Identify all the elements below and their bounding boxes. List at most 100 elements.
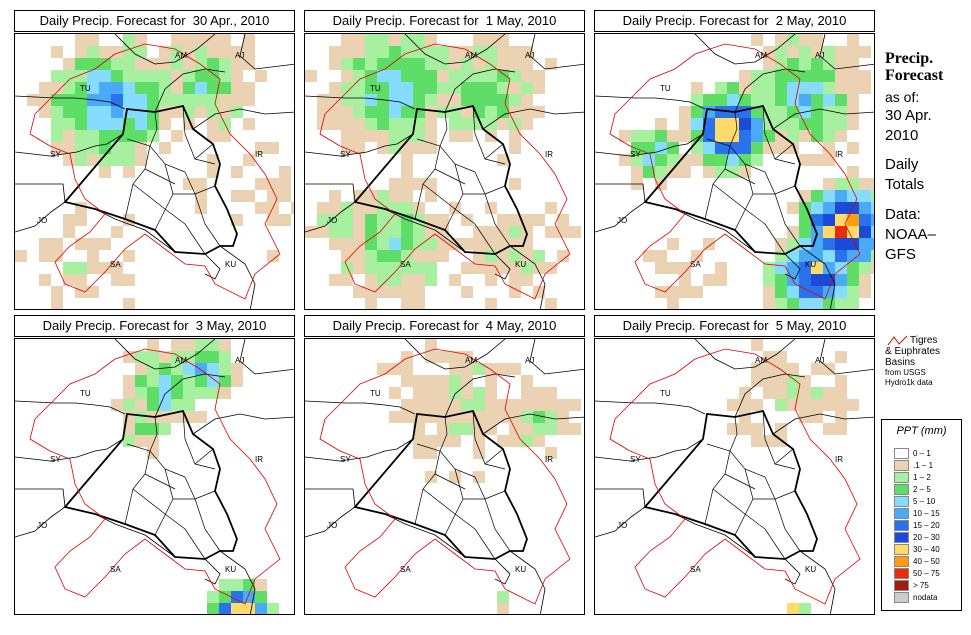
legend-item: 40 – 50 [894, 555, 940, 567]
basin-line5: Hydro1k data [885, 378, 933, 387]
province-border [194, 463, 216, 470]
province-border [149, 416, 158, 452]
country-label: JO [37, 521, 47, 530]
data-source-model: GFS [885, 246, 916, 263]
province-border [753, 490, 796, 500]
province-border [762, 105, 794, 160]
iraq-border [63, 104, 238, 255]
country-label: TU [660, 84, 671, 93]
province-border [416, 443, 476, 478]
basin-line3: Basins [885, 357, 916, 368]
country-border [239, 339, 294, 375]
country-label: JO [617, 521, 627, 530]
country-border [305, 183, 356, 203]
country-border [114, 339, 216, 370]
basin-outline [609, 348, 861, 605]
legend-label: 40 – 50 [913, 556, 940, 566]
country-border [305, 438, 414, 462]
country-border [529, 339, 584, 375]
legend-title: PPT (mm) [896, 425, 947, 437]
legend-label: 50 – 75 [913, 568, 940, 578]
province-border [434, 168, 466, 185]
country-label: KU [805, 565, 816, 574]
province-border [463, 490, 506, 500]
country-label: SA [690, 565, 701, 574]
country-border [595, 183, 646, 203]
iraq-border [353, 104, 528, 255]
precip-grid [111, 339, 279, 614]
legend-swatch [894, 471, 909, 483]
province-border [126, 138, 186, 173]
country-border [595, 400, 706, 415]
country-border [529, 34, 584, 70]
precip-map: AM AJ TU SY IR JO SA KU [304, 33, 585, 310]
iraq-border [643, 104, 818, 255]
country-border [305, 400, 416, 415]
legend-swatch [894, 519, 909, 531]
country-border [15, 400, 126, 415]
legend-swatch [894, 447, 909, 459]
legend-item: .1 – 1 [894, 459, 933, 471]
legend-label: 2 – 5 [913, 484, 931, 494]
country-border [784, 558, 801, 585]
province-border [194, 158, 216, 165]
province-border [126, 443, 186, 478]
country-label: IR [255, 455, 263, 464]
legend-label: 20 – 30 [913, 532, 940, 542]
country-label: TU [80, 389, 91, 398]
country-label: AM [175, 356, 187, 365]
legend-item: 0 – 1 [894, 447, 931, 459]
province-border [184, 476, 221, 552]
country-label: SA [400, 565, 411, 574]
asof-date: 30 Apr. [885, 107, 932, 124]
country-border [509, 550, 546, 614]
legend-swatch [894, 507, 909, 519]
country-border [772, 413, 874, 435]
panel-title: Daily Precip. Forecast for 5 May, 2010 [594, 315, 875, 337]
province-border [753, 185, 796, 195]
province-border [474, 476, 511, 552]
panel-title: Daily Precip. Forecast for 1 May, 2010 [304, 10, 585, 32]
precip-map: AM AJ TU SY IR JO SA KU [594, 338, 875, 615]
province-border [124, 145, 151, 220]
province-border [734, 468, 754, 536]
country-label: SY [630, 455, 641, 464]
country-border [734, 68, 806, 113]
forecast-panel-6: Daily Precip. Forecast for 5 May, 2010 A… [594, 315, 875, 615]
country-label: SY [340, 455, 351, 464]
country-border [694, 339, 796, 370]
legend-swatch [894, 567, 909, 579]
country-label: JO [37, 216, 47, 225]
province-border [154, 163, 174, 231]
country-border [799, 245, 836, 309]
country-label: TU [370, 389, 381, 398]
legend-label: 1 – 2 [913, 472, 931, 482]
legend-swatch [894, 459, 909, 471]
legend-swatch [894, 495, 909, 507]
country-label: SY [50, 150, 61, 159]
province-border [154, 468, 174, 536]
totals-label: Totals [885, 176, 925, 193]
country-label: IR [255, 150, 263, 159]
panel-title: Daily Precip. Forecast for 3 May, 2010 [14, 315, 295, 337]
province-border [184, 171, 221, 247]
asof-label: as of: [885, 89, 920, 105]
country-border [482, 108, 584, 130]
province-border [132, 183, 206, 255]
country-border [154, 68, 226, 113]
province-border [764, 476, 801, 552]
map-svg: AM AJ TU SY IR JO SA KU [305, 34, 584, 309]
country-label: KU [515, 565, 526, 574]
country-label: TU [370, 84, 381, 93]
country-label: AM [755, 51, 767, 60]
legend-swatch [894, 579, 909, 591]
basin-outline [29, 43, 281, 300]
country-border [15, 133, 124, 157]
precip-grid [305, 34, 581, 309]
country-border [15, 506, 66, 538]
basin-outline [319, 348, 571, 605]
panel-title: Daily Precip. Forecast for 2 May, 2010 [594, 10, 875, 32]
province-border [182, 410, 214, 465]
province-border [774, 158, 796, 165]
country-border [674, 513, 786, 560]
